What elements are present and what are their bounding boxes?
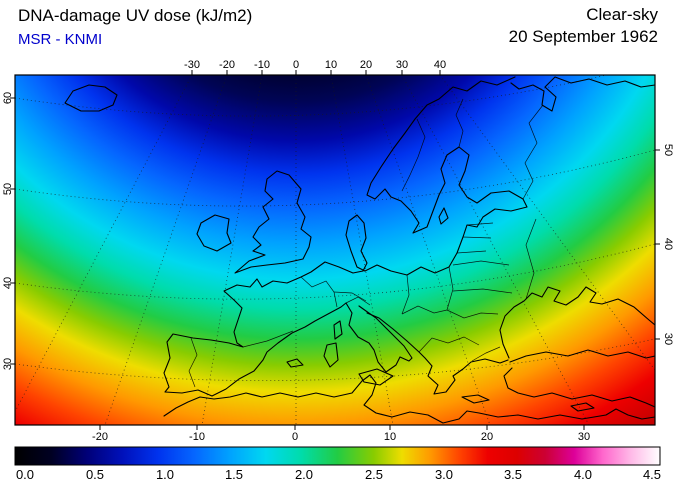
longitude-labels-top: -30 -20 -10 0 10 20 30 40 bbox=[184, 59, 446, 71]
lon-tick-label: 20 bbox=[360, 59, 372, 71]
colorbar-tick-label: 4.5 bbox=[643, 467, 661, 480]
colorbar-tick-label: 2.0 bbox=[295, 467, 313, 480]
lon-tick-label: 0 bbox=[292, 431, 298, 443]
data-source-label: MSR - KNMI bbox=[18, 31, 103, 48]
lat-tick-label: 40 bbox=[2, 277, 14, 289]
colorbar-labels: 0.0 0.5 1.0 1.5 2.0 2.5 3.0 3.5 4.0 4.5 bbox=[16, 467, 661, 480]
lon-tick-label: -20 bbox=[219, 59, 235, 71]
lon-tick-label: -10 bbox=[189, 431, 205, 443]
colorbar-tick-label: 0.0 bbox=[16, 467, 34, 480]
coastlines bbox=[64, 76, 655, 424]
page-title: DNA-damage UV dose (kJ/m2) bbox=[18, 6, 253, 25]
lat-tick-label: 50 bbox=[662, 144, 674, 156]
colorbar-tick-label: 0.5 bbox=[86, 467, 104, 480]
colorbar-tick-label: 3.5 bbox=[504, 467, 522, 480]
lon-tick-label: 30 bbox=[396, 59, 408, 71]
lon-tick-label: 30 bbox=[578, 431, 590, 443]
lat-tick-label: 50 bbox=[2, 183, 14, 195]
lon-tick-label: 0 bbox=[293, 59, 299, 71]
country-borders bbox=[188, 98, 544, 388]
lon-tick-label: -30 bbox=[184, 59, 200, 71]
latitude-labels-left: 60 50 40 30 bbox=[2, 92, 14, 370]
longitude-labels-bottom: -20 -10 0 10 20 30 bbox=[92, 431, 590, 443]
lon-tick-label: 10 bbox=[384, 431, 396, 443]
colorbar-tick-label: 1.0 bbox=[156, 467, 174, 480]
colorbar bbox=[14, 446, 661, 466]
colorbar-tick-label: 3.0 bbox=[435, 467, 453, 480]
lat-tick-label: 40 bbox=[662, 238, 674, 250]
colorbar-tick-label: 2.5 bbox=[365, 467, 383, 480]
latitude-labels-right: 50 40 30 bbox=[662, 144, 674, 345]
lon-tick-label: 10 bbox=[325, 59, 337, 71]
lon-tick-label: 20 bbox=[481, 431, 493, 443]
uv-dose-field bbox=[15, 75, 655, 425]
map-area bbox=[15, 75, 655, 425]
axis-tick-marks bbox=[10, 70, 660, 430]
lon-tick-label: -10 bbox=[254, 59, 270, 71]
lon-tick-label: -20 bbox=[92, 431, 108, 443]
lat-tick-label: 60 bbox=[2, 92, 14, 104]
date-label: 20 September 1962 bbox=[508, 27, 658, 46]
lon-tick-label: 40 bbox=[434, 59, 446, 71]
sky-condition-label: Clear-sky bbox=[586, 5, 658, 24]
colorbar-tick-label: 1.5 bbox=[225, 467, 243, 480]
colorbar-tick-label: 4.0 bbox=[574, 467, 592, 480]
lat-tick-label: 30 bbox=[662, 333, 674, 345]
lat-tick-label: 30 bbox=[2, 358, 14, 370]
map-frame bbox=[14, 74, 656, 426]
